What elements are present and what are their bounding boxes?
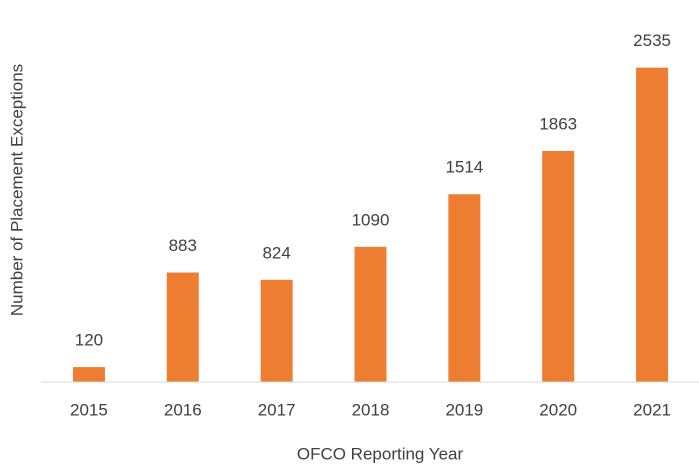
data-label: 1090 (352, 210, 390, 229)
x-tick-label: 2020 (539, 400, 577, 419)
bar (448, 194, 481, 382)
data-label: 1863 (539, 114, 577, 133)
data-label: 883 (169, 236, 197, 255)
x-tick-label: 2021 (633, 400, 671, 419)
data-label: 1514 (445, 158, 483, 177)
bar (542, 150, 575, 382)
bar (260, 279, 293, 382)
data-label: 824 (262, 243, 290, 262)
x-axis-title: OFCO Reporting Year (297, 444, 464, 463)
x-tick-label: 2019 (445, 400, 483, 419)
x-tick-label: 2017 (258, 400, 296, 419)
bar (354, 246, 387, 382)
bar (636, 67, 669, 382)
data-label: 2535 (633, 31, 671, 50)
x-tick-label: 2016 (164, 400, 202, 419)
y-axis-title: Number of Placement Exceptions (7, 64, 26, 316)
bar (166, 272, 199, 382)
x-tick-label: 2015 (70, 400, 108, 419)
bar (72, 367, 105, 382)
x-tick-label: 2018 (352, 400, 390, 419)
data-label: 120 (75, 331, 103, 350)
